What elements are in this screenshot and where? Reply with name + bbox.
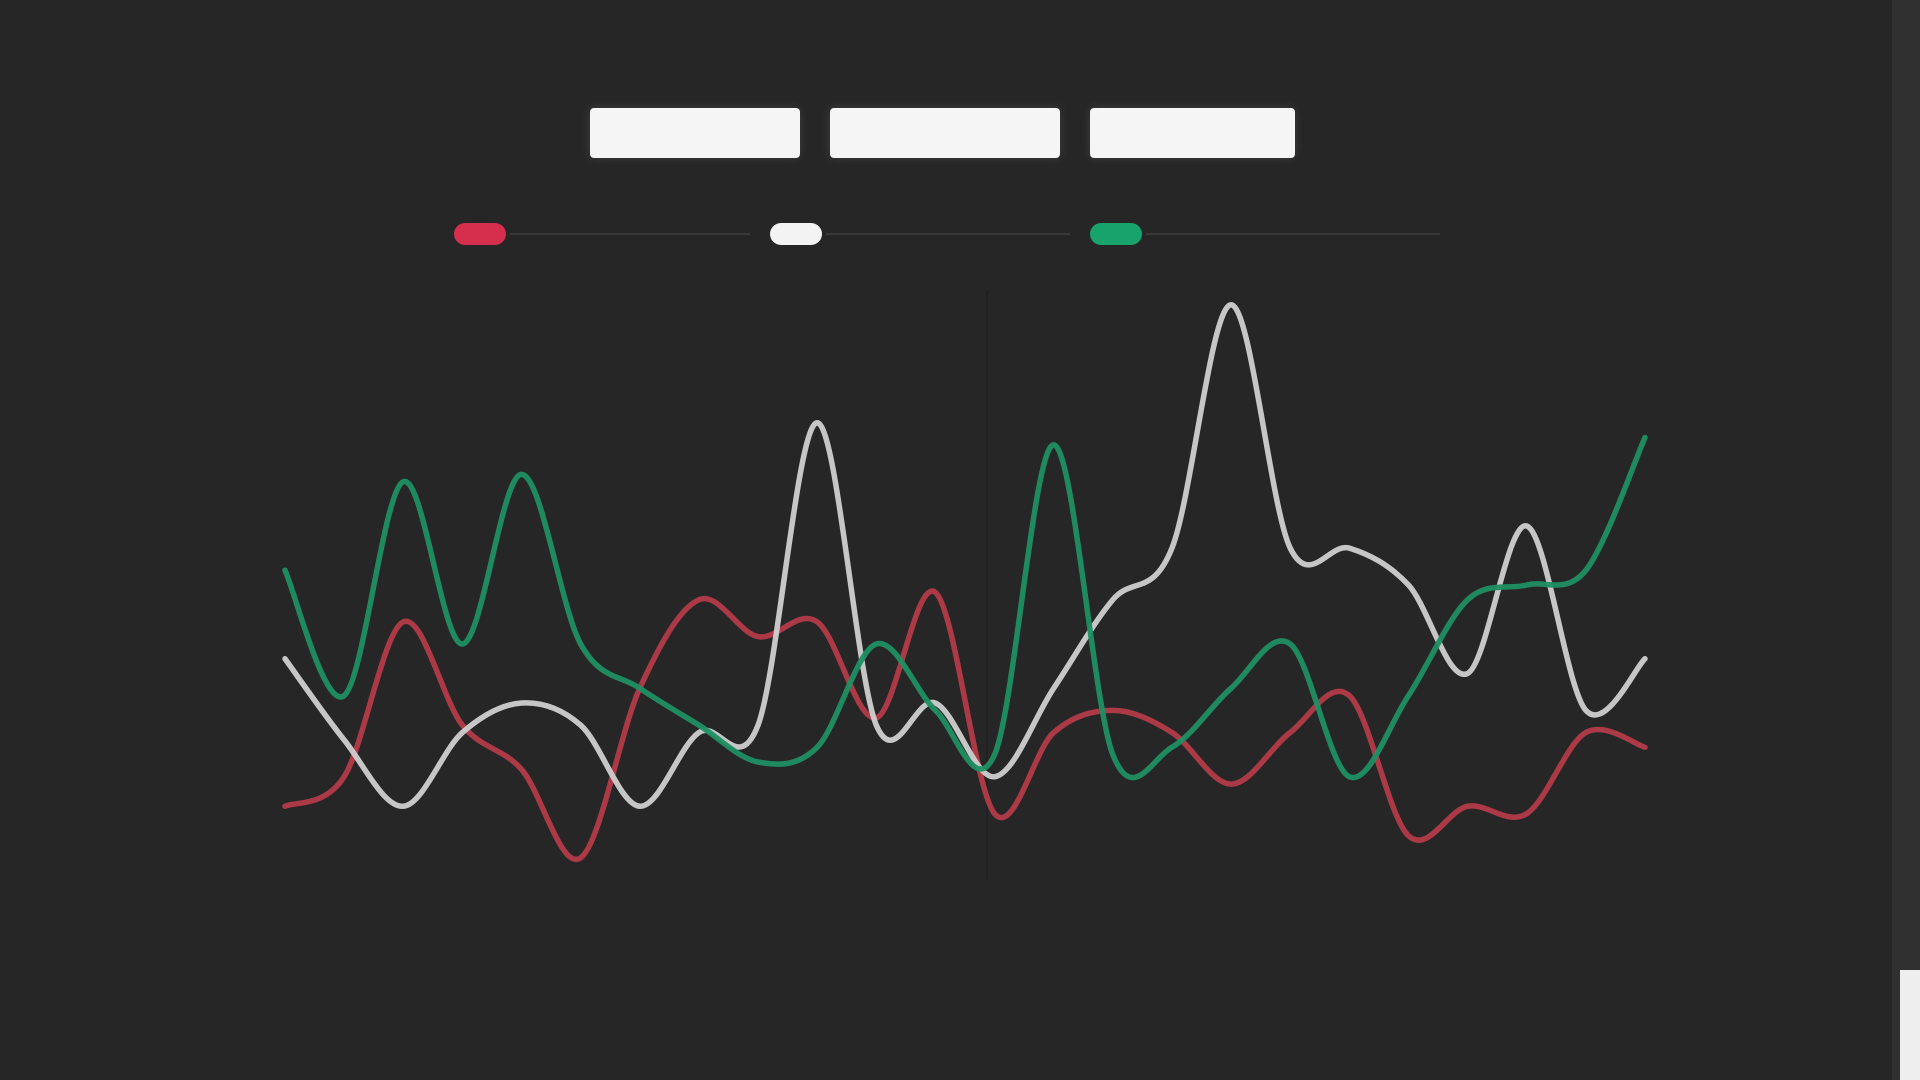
control-button-2[interactable] [830, 108, 1060, 158]
series-line-2 [282, 302, 1648, 809]
series-line-3 [282, 434, 1648, 781]
chart-controls [590, 108, 1295, 158]
control-button-3[interactable] [1090, 108, 1295, 158]
legend-swatch [770, 223, 822, 245]
legend-swatch [1090, 223, 1142, 245]
control-button-1[interactable] [590, 108, 800, 158]
right-edge-panel [1892, 0, 1920, 1080]
series-line-1 [282, 588, 1648, 863]
right-edge-highlight [1900, 970, 1920, 1080]
legend-swatch [454, 223, 506, 245]
